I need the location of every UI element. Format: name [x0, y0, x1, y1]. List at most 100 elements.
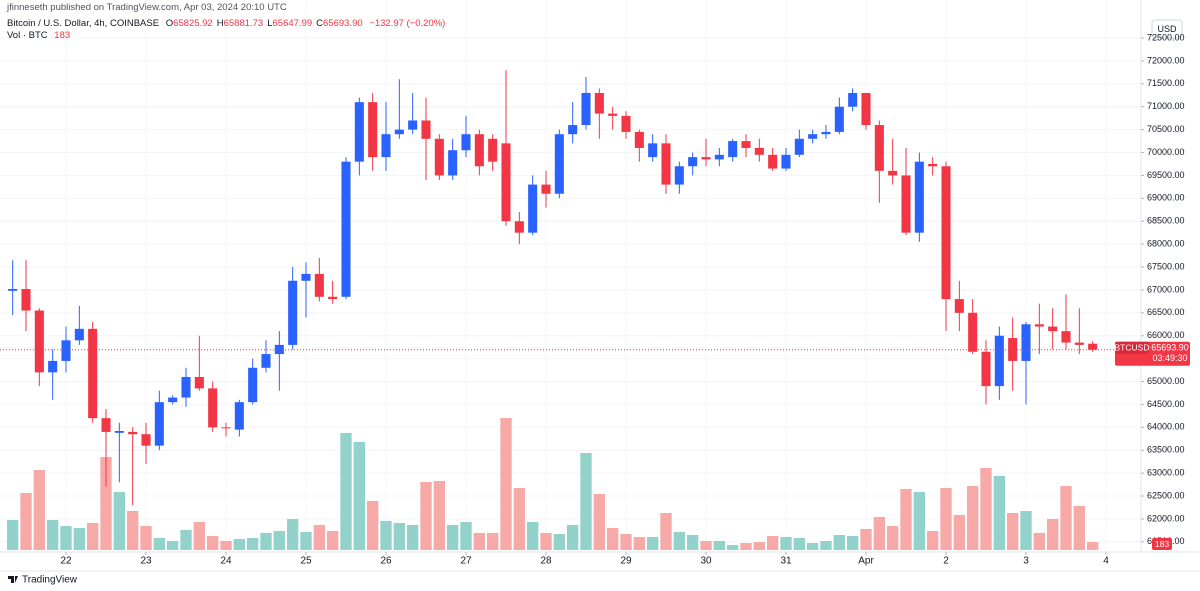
- volume-bar: [887, 526, 899, 550]
- y-tick-label: 65000.00: [1147, 376, 1185, 386]
- volume-bar: [1073, 506, 1085, 550]
- volume-bar: [513, 488, 525, 550]
- y-tick-label: 68500.00: [1147, 216, 1185, 226]
- candle-body: [354, 102, 364, 162]
- candle-body: [368, 102, 378, 158]
- volume-bar: [953, 515, 965, 550]
- candle-body: [501, 143, 511, 222]
- y-tick-label: 63000.00: [1147, 468, 1185, 478]
- volume-bar: [433, 481, 445, 550]
- countdown: 03:49:30: [1152, 353, 1187, 363]
- volume-bar: [820, 541, 832, 550]
- volume-bar: [647, 537, 659, 550]
- candle-body: [434, 138, 444, 176]
- ohlc-legend: O65825.92 H65881.73 L65647.99 C65693.90: [162, 18, 363, 29]
- volume-bar: [807, 543, 819, 550]
- candle-body: [514, 221, 524, 233]
- ohlc-label: H: [216, 18, 224, 29]
- brand-logo: [8, 576, 18, 583]
- volume-bar: [380, 521, 392, 550]
- x-tick-label: 23: [140, 556, 152, 567]
- x-tick-label: Apr: [858, 556, 874, 567]
- candle-body: [728, 141, 738, 158]
- volume-bar: [300, 532, 312, 550]
- volume-bar: [153, 538, 165, 550]
- candle-body: [541, 184, 551, 194]
- volume-bar: [927, 531, 939, 550]
- candle-body: [701, 157, 711, 160]
- x-tick-label: 4: [1103, 556, 1109, 567]
- ohlc-value: 65825.92: [173, 18, 213, 29]
- x-tick-label: 24: [220, 556, 232, 567]
- volume-bar: [1033, 533, 1045, 550]
- candle-body: [74, 328, 84, 341]
- candle-body: [48, 360, 58, 373]
- publisher: jfinneseth published on TradingView.com,…: [7, 2, 287, 13]
- volume-bar: [20, 493, 32, 550]
- candle-body: [488, 138, 498, 162]
- volume-bar: [127, 511, 139, 550]
- y-tick-label: 62000.00: [1147, 513, 1185, 523]
- currency-button[interactable]: [1151, 19, 1183, 39]
- x-tick-label: 27: [460, 556, 472, 567]
- volume-bar: [620, 534, 632, 550]
- candle-body: [528, 184, 538, 233]
- volume-bar: [193, 522, 205, 550]
- candle-body: [1021, 324, 1031, 361]
- volume-bar: [527, 522, 539, 550]
- y-tick-label: 69500.00: [1147, 170, 1185, 180]
- volume-bar: [980, 468, 992, 550]
- candle-body: [821, 131, 831, 135]
- candle-body: [21, 289, 31, 311]
- x-tick-label: 26: [380, 556, 392, 567]
- currency-label: USD: [1157, 24, 1177, 34]
- candle-body: [314, 273, 324, 297]
- volume-value: 183: [54, 30, 71, 41]
- volume-bar: [353, 442, 365, 550]
- volume-bar: [367, 501, 379, 550]
- y-tick-label: 70000.00: [1147, 147, 1185, 157]
- ohlc-label: O: [165, 18, 174, 29]
- candle-body: [928, 163, 938, 167]
- volume-bar: [33, 470, 45, 550]
- y-tick-label: 64000.00: [1147, 422, 1185, 432]
- volume-bar: [753, 542, 765, 550]
- candle-body: [768, 154, 778, 169]
- volume-bar: [260, 533, 272, 550]
- volume-bar: [1020, 511, 1032, 550]
- volume-bar: [47, 520, 59, 550]
- volume-bar: [700, 541, 712, 550]
- x-tick-label: 3: [1023, 556, 1029, 567]
- volume-bar: [793, 538, 805, 550]
- volume-bar: [1007, 513, 1019, 550]
- candle-body: [861, 92, 871, 126]
- volume-bar: [1047, 519, 1059, 550]
- volume-bar: [180, 530, 192, 550]
- volume-bar: [673, 532, 685, 550]
- volume-bar: [420, 482, 432, 550]
- candle-body: [888, 170, 898, 176]
- candle-body: [981, 351, 991, 387]
- y-tick-label: 69000.00: [1147, 193, 1185, 203]
- y-tick-label: 70500.00: [1147, 124, 1185, 134]
- candle-body: [914, 161, 924, 233]
- volume-bar: [313, 525, 325, 550]
- volume-bar: [833, 535, 845, 550]
- candle-body: [408, 120, 418, 130]
- volume-bar: [220, 541, 232, 550]
- volume-bar: [580, 453, 592, 550]
- volume-bar: [273, 531, 285, 550]
- candle-body: [1008, 338, 1018, 361]
- candle-body: [194, 376, 204, 389]
- volume-bar: [553, 534, 565, 550]
- y-tick-label: 64500.00: [1147, 399, 1185, 409]
- x-tick-label: 25: [300, 556, 312, 567]
- y-tick-label: 66000.00: [1147, 330, 1185, 340]
- volume-bar: [207, 536, 219, 550]
- candle-body: [1061, 331, 1071, 343]
- candle-body: [994, 335, 1004, 387]
- y-tick-label: 63500.00: [1147, 445, 1185, 455]
- candle-body: [634, 131, 644, 148]
- volume-bar: [847, 536, 859, 550]
- candle-body: [874, 125, 884, 171]
